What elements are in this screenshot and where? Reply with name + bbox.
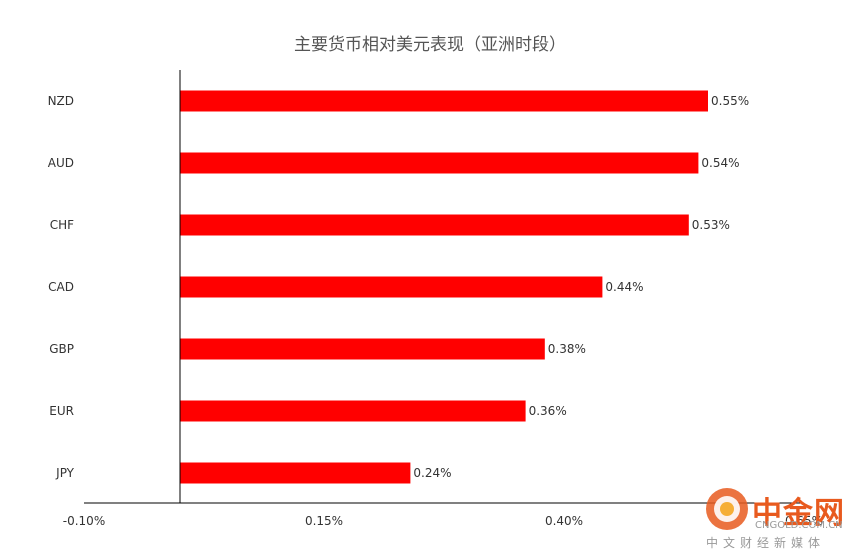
value-label-nzd: 0.55% [711, 94, 749, 108]
bar-eur [180, 400, 526, 422]
watermark-logo-icon [706, 488, 748, 530]
bar-jpy [180, 462, 411, 484]
chart-title: 主要货币相对美元表现（亚洲时段） [294, 35, 566, 55]
watermark-url: CNGOLD.COM.CN [755, 520, 843, 531]
x-tick-label: -0.10% [63, 514, 105, 528]
category-label-chf: CHF [50, 218, 74, 232]
x-tick-label: 0.65% [785, 514, 823, 528]
value-label-eur: 0.36% [529, 404, 567, 418]
category-label-nzd: NZD [48, 94, 74, 108]
bar-chf [180, 214, 689, 236]
watermark-brand: 中金网 [752, 496, 845, 531]
bar-cad [180, 276, 603, 298]
x-tick-label: 0.40% [545, 514, 583, 528]
category-label-jpy: JPY [55, 466, 75, 480]
category-label-cad: CAD [48, 280, 74, 294]
value-label-aud: 0.54% [701, 156, 739, 170]
value-label-jpy: 0.24% [413, 466, 451, 480]
value-label-chf: 0.53% [692, 218, 730, 232]
bar-nzd [180, 90, 708, 112]
x-tick-label: 0.15% [305, 514, 343, 528]
watermark-tagline: 中文财经新媒体 [706, 536, 826, 550]
value-label-gbp: 0.38% [548, 342, 586, 356]
bar-gbp [180, 338, 545, 360]
value-label-cad: 0.44% [605, 280, 643, 294]
category-label-aud: AUD [48, 156, 74, 170]
category-label-gbp: GBP [49, 342, 74, 356]
bar-aud [180, 152, 699, 174]
category-label-eur: EUR [49, 404, 74, 418]
